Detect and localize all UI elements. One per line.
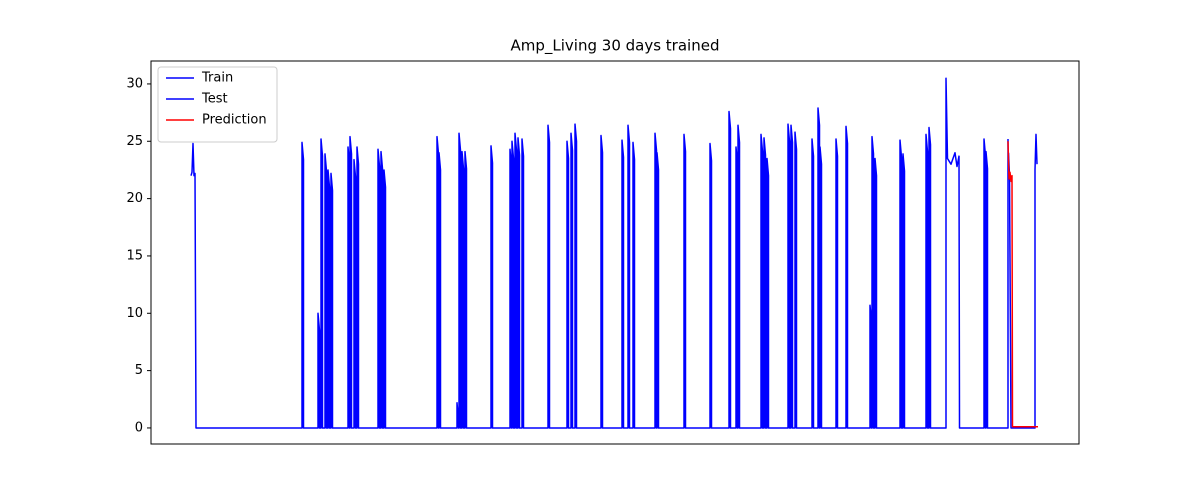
y-tick-label: 10: [126, 306, 143, 321]
y-tick-label: 20: [126, 191, 143, 206]
plot-frame: [150, 60, 1080, 445]
plot-area: [151, 61, 1079, 444]
legend-label: Test: [201, 92, 228, 107]
legend-label: Train: [201, 71, 233, 86]
legend-label: Prediction: [202, 113, 267, 128]
chart-title: Amp_Living 30 days trained: [511, 37, 720, 56]
series-line: [1007, 141, 1038, 428]
y-tick-label: 25: [126, 134, 143, 149]
y-tick-label: 5: [135, 363, 143, 378]
y-tick-label: 30: [126, 76, 143, 91]
y-tick-label: 15: [126, 248, 143, 263]
legend-box: [157, 66, 278, 143]
series-line: [190, 77, 1009, 429]
y-tick-label: 0: [135, 420, 143, 435]
